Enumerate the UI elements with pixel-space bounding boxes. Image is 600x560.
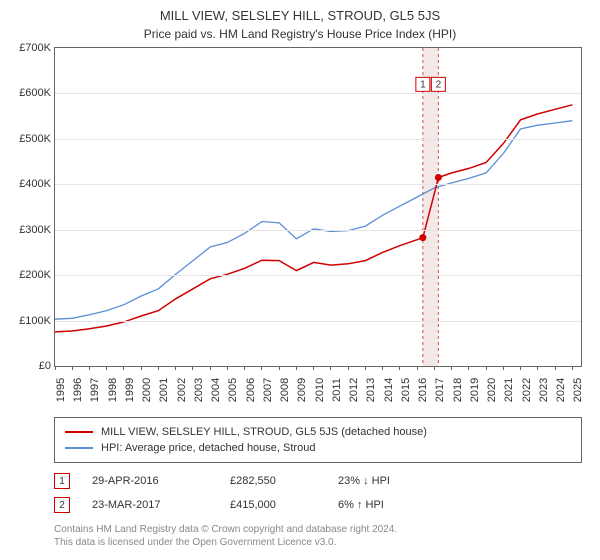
chart-container: MILL VIEW, SELSLEY HILL, STROUD, GL5 5JS… (0, 0, 600, 549)
x-tick-label: 2006 (245, 378, 257, 402)
x-tick-label: 2011 (331, 378, 343, 402)
sale-marker-icon: 2 (54, 497, 70, 513)
legend-label: MILL VIEW, SELSLEY HILL, STROUD, GL5 5JS… (101, 424, 427, 440)
sale-marker-icon: 1 (54, 473, 70, 489)
sale-delta: 6% ↑ HPI (338, 499, 428, 511)
legend: MILL VIEW, SELSLEY HILL, STROUD, GL5 5JS… (54, 417, 582, 463)
svg-text:1: 1 (420, 79, 426, 90)
y-tick-label: £700K (3, 42, 51, 54)
x-tick-label: 2016 (417, 378, 429, 402)
footer-line: This data is licensed under the Open Gov… (54, 536, 582, 549)
sales-table: 1 29-APR-2016 £282,550 23% ↓ HPI 2 23-MA… (54, 469, 582, 517)
x-tick-label: 1997 (89, 378, 101, 402)
x-tick-label: 2010 (314, 378, 326, 402)
y-tick-label: £600K (3, 87, 51, 99)
legend-swatch (65, 431, 93, 433)
legend-label: HPI: Average price, detached house, Stro… (101, 440, 315, 456)
legend-item: MILL VIEW, SELSLEY HILL, STROUD, GL5 5JS… (65, 424, 571, 440)
x-tick-label: 2002 (176, 378, 188, 402)
sale-row: 1 29-APR-2016 £282,550 23% ↓ HPI (54, 469, 582, 493)
x-tick-label: 2019 (469, 378, 481, 402)
x-tick-label: 1995 (55, 378, 67, 402)
x-tick-label: 1999 (124, 378, 136, 402)
sale-date: 23-MAR-2017 (92, 499, 202, 511)
chart-subtitle: Price paid vs. HM Land Registry's House … (0, 23, 600, 47)
sale-price: £415,000 (230, 499, 310, 511)
x-tick-label: 2000 (141, 378, 153, 402)
legend-swatch (65, 447, 93, 449)
footer-attribution: Contains HM Land Registry data © Crown c… (54, 523, 582, 549)
plot-area: 12 £0£100K£200K£300K£400K£500K£600K£700K… (54, 47, 582, 367)
y-tick-label: £500K (3, 133, 51, 145)
x-tick-label: 2024 (555, 378, 567, 402)
x-tick-label: 2015 (400, 378, 412, 402)
sale-date: 29-APR-2016 (92, 475, 202, 487)
y-tick-label: £200K (3, 269, 51, 281)
x-tick-label: 2008 (279, 378, 291, 402)
sale-delta: 23% ↓ HPI (338, 475, 428, 487)
legend-item: HPI: Average price, detached house, Stro… (65, 440, 571, 456)
x-tick-label: 2001 (158, 378, 170, 402)
x-tick-label: 2017 (434, 378, 446, 402)
x-tick-label: 2021 (503, 378, 515, 402)
x-tick-label: 2022 (521, 378, 533, 402)
x-tick-label: 1996 (72, 378, 84, 402)
chart-svg: 12 (55, 48, 581, 366)
svg-text:2: 2 (436, 79, 442, 90)
x-tick-label: 2007 (262, 378, 274, 402)
x-tick-label: 2023 (538, 378, 550, 402)
y-tick-label: £400K (3, 178, 51, 190)
sale-price: £282,550 (230, 475, 310, 487)
x-tick-label: 2012 (348, 378, 360, 402)
x-tick-label: 2013 (365, 378, 377, 402)
x-tick-label: 1998 (107, 378, 119, 402)
x-tick-label: 2020 (486, 378, 498, 402)
x-tick-label: 2003 (193, 378, 205, 402)
y-tick-label: £100K (3, 315, 51, 327)
footer-line: Contains HM Land Registry data © Crown c… (54, 523, 582, 536)
x-tick-label: 2005 (227, 378, 239, 402)
x-tick-label: 2025 (572, 378, 584, 402)
y-tick-label: £0 (3, 360, 51, 372)
x-tick-label: 2014 (383, 378, 395, 402)
x-tick-label: 2009 (296, 378, 308, 402)
x-tick-label: 2018 (452, 378, 464, 402)
sale-row: 2 23-MAR-2017 £415,000 6% ↑ HPI (54, 493, 582, 517)
y-tick-label: £300K (3, 224, 51, 236)
chart-title: MILL VIEW, SELSLEY HILL, STROUD, GL5 5JS (0, 0, 600, 23)
x-tick-label: 2004 (210, 378, 222, 402)
